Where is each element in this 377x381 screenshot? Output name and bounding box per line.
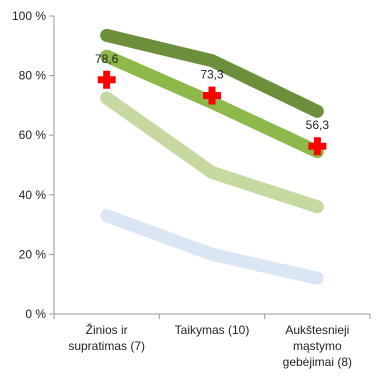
x-axis: Žinios ir supratimas (7) Taikymas (10) Aukš…: [53, 313, 371, 369]
x-tick-label: Taikymas (10): [175, 323, 250, 337]
score-marker: [97, 70, 116, 89]
band-line: [100, 28, 324, 118]
data-label: 56,3: [306, 118, 330, 132]
x-tick-label: Žinios ir supratimas (7): [68, 322, 145, 353]
x-tick-label: Aukštesnieji mąstymo gebėjimai (8): [283, 323, 352, 369]
band-line: [100, 91, 324, 214]
y-tick-label: 20 %: [19, 247, 47, 261]
band-line: [100, 209, 324, 285]
y-tick-label: 80 %: [19, 69, 47, 83]
data-label: 78,6: [95, 52, 119, 66]
score-marker: [308, 137, 327, 156]
y-tick-label: 0 %: [25, 307, 46, 321]
score-marker: [203, 86, 221, 105]
score-markers: [97, 70, 327, 156]
data-label: 73,3: [200, 68, 224, 82]
y-tick-label: 100 %: [12, 9, 46, 23]
data-labels: 78,6 73,3 56,3: [95, 52, 329, 132]
y-tick-label: 60 %: [19, 128, 47, 142]
y-tick-label: 40 %: [19, 188, 47, 202]
y-axis: 0 % 20 % 40 % 60 % 80 % 100 %: [12, 9, 55, 321]
